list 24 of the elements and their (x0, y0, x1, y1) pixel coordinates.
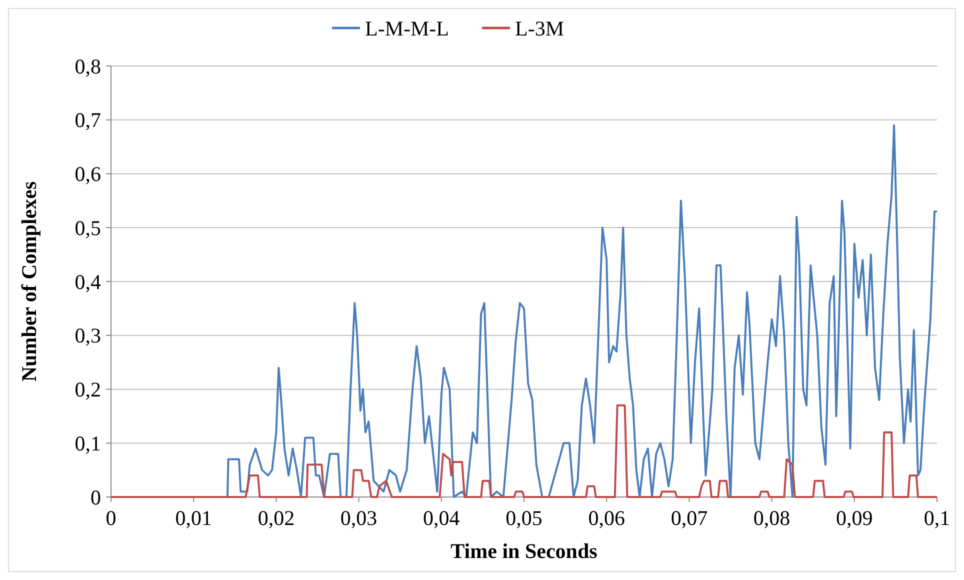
legend-label: L-3M (515, 16, 564, 40)
x-tick-label: 0,07 (670, 506, 708, 530)
y-tick-label: 0,8 (74, 54, 101, 78)
y-tick-label: 0,2 (74, 378, 101, 402)
x-tick-label: 0,08 (753, 506, 790, 530)
x-tick-label: 0,04 (423, 506, 460, 530)
y-tick-label: 0,4 (74, 270, 102, 294)
x-tick-label: 0,03 (340, 506, 378, 530)
x-tick-label: 0,05 (506, 506, 542, 530)
x-tick-label: 0,09 (836, 506, 873, 530)
y-tick-label: 0 (90, 485, 101, 510)
x-tick-label: 0,1 (924, 506, 950, 530)
y-tick-label: 0,5 (74, 216, 101, 240)
x-tick-label: 0 (106, 506, 116, 530)
x-tick-label: 0,01 (175, 506, 212, 530)
x-axis-title: Time in Seconds (450, 539, 598, 563)
y-tick-label: 0,6 (74, 162, 101, 186)
legend-label: L-M-M-L (365, 16, 449, 40)
y-tick-label: 0,7 (74, 108, 101, 132)
y-tick-label: 0,1 (74, 431, 101, 456)
y-tick-label: 0,3 (74, 324, 101, 348)
y-axis-title: Number of Complexes (17, 181, 41, 382)
x-tick-label: 0,06 (588, 506, 625, 530)
x-tick-label: 0,02 (258, 506, 295, 530)
